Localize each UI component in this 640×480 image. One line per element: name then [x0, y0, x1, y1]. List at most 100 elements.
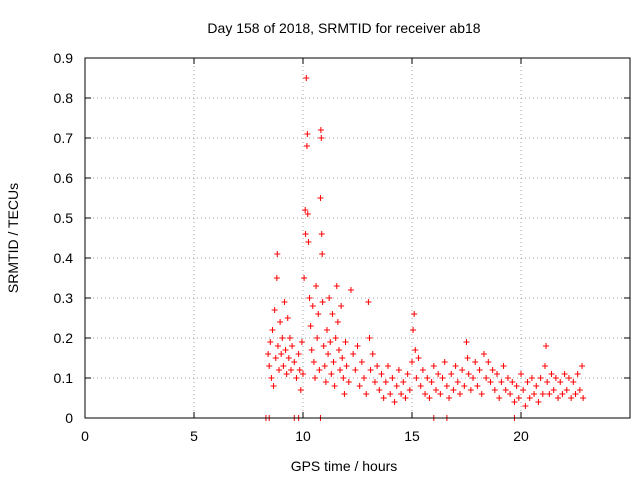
- data-point-plus: [409, 359, 415, 365]
- x-axis-label: GPS time / hours: [291, 458, 398, 474]
- data-point-plus: [270, 383, 277, 389]
- data-point-plus: [289, 343, 296, 349]
- data-point-plus: [323, 327, 330, 333]
- data-point-plus: [282, 347, 289, 353]
- data-point-plus: [366, 335, 373, 341]
- data-point-plus: [274, 251, 281, 257]
- data-point-plus: [369, 351, 376, 357]
- data-point-plus: [284, 315, 291, 321]
- data-point-plus: [494, 371, 501, 377]
- data-point-plus: [277, 319, 284, 325]
- data-point-plus: [524, 379, 531, 385]
- data-point-plus: [520, 387, 527, 393]
- data-point-plus: [561, 371, 568, 377]
- data-point-plus: [430, 363, 437, 369]
- data-point-plus: [317, 195, 324, 201]
- data-point-plus: [472, 359, 479, 365]
- data-point-plus: [271, 307, 278, 313]
- data-point-plus: [559, 391, 566, 397]
- data-point-plus: [387, 391, 394, 397]
- data-point-plus: [412, 347, 419, 353]
- data-point-plus: [426, 395, 433, 401]
- data-point-plus: [557, 379, 564, 385]
- data-point-plus: [465, 371, 472, 377]
- data-point-plus: [415, 355, 422, 361]
- data-point-plus: [417, 383, 424, 389]
- data-point-plus: [303, 143, 310, 149]
- data-point-plus: [404, 371, 411, 377]
- data-point-plus: [413, 375, 420, 381]
- data-point-plus: [500, 363, 507, 369]
- data-point-plus: [515, 395, 522, 401]
- data-point-plus: [385, 363, 392, 369]
- y-axis-label: SRMTID / TECUs: [5, 183, 21, 293]
- data-point-plus: [489, 367, 496, 373]
- data-point-plus: [338, 303, 345, 309]
- data-point-plus: [295, 351, 302, 357]
- data-point-plus: [467, 387, 474, 393]
- data-point-plus: [329, 311, 336, 317]
- data-point-plus: [382, 379, 389, 385]
- data-point-plus: [376, 387, 383, 393]
- data-point-plus: [400, 379, 407, 385]
- data-point-plus: [286, 335, 293, 341]
- data-point-plus: [330, 359, 337, 365]
- data-point-plus: [441, 359, 448, 365]
- data-point-plus: [574, 371, 581, 377]
- y-tick-label: 0.5: [54, 210, 74, 226]
- data-point-plus: [378, 371, 385, 377]
- data-point-plus: [461, 383, 468, 389]
- data-point-plus: [502, 387, 509, 393]
- data-point-plus: [498, 379, 505, 385]
- y-tick-label: 0.1: [54, 370, 74, 386]
- data-point-plus: [347, 287, 354, 293]
- data-point-plus: [450, 387, 457, 393]
- data-point-plus: [334, 319, 341, 325]
- data-point-plus: [302, 207, 309, 213]
- data-point-plus: [485, 359, 492, 365]
- data-point-plus: [285, 355, 292, 361]
- y-tick-label: 0.9: [54, 50, 74, 66]
- data-point-plus: [272, 355, 279, 361]
- data-point-plus: [293, 375, 300, 381]
- data-point-plus: [308, 347, 315, 353]
- data-point-plus: [476, 367, 483, 373]
- data-point-plus: [374, 363, 381, 369]
- data-point-plus: [367, 367, 374, 373]
- y-tick-label: 0.4: [54, 250, 74, 266]
- data-point-plus: [411, 311, 418, 317]
- data-point-plus: [279, 335, 286, 341]
- data-point-plus: [320, 343, 327, 349]
- x-tick-label: 0: [81, 428, 89, 444]
- data-point-plus: [398, 391, 405, 397]
- data-point-plus: [531, 391, 538, 397]
- data-point-plus: [410, 327, 417, 333]
- data-point-plus: [314, 335, 321, 341]
- data-point-plus: [311, 375, 318, 381]
- data-point-plus: [309, 303, 316, 309]
- data-point-plus: [568, 395, 575, 401]
- data-point-plus: [297, 387, 304, 393]
- data-point-plus: [335, 347, 342, 353]
- data-point-plus: [448, 371, 455, 377]
- data-point-plus: [432, 387, 439, 393]
- data-point-plus: [363, 391, 370, 397]
- data-point-plus: [269, 327, 276, 333]
- data-point-plus: [291, 359, 298, 365]
- data-point-plus: [328, 371, 335, 377]
- data-point-plus: [548, 371, 555, 377]
- data-point-plus: [322, 379, 329, 385]
- data-point-plus: [280, 363, 287, 369]
- data-point-plus: [550, 387, 557, 393]
- data-point-plus: [393, 383, 400, 389]
- data-point-plus: [565, 375, 572, 381]
- data-point-plus: [319, 299, 326, 305]
- y-tick-label: 0.2: [54, 330, 74, 346]
- data-point-plus: [358, 359, 365, 365]
- data-point-plus: [389, 375, 396, 381]
- data-point-plus: [437, 391, 444, 397]
- data-point-plus: [345, 379, 352, 385]
- data-point-plus: [307, 323, 314, 329]
- data-point-plus: [281, 299, 288, 305]
